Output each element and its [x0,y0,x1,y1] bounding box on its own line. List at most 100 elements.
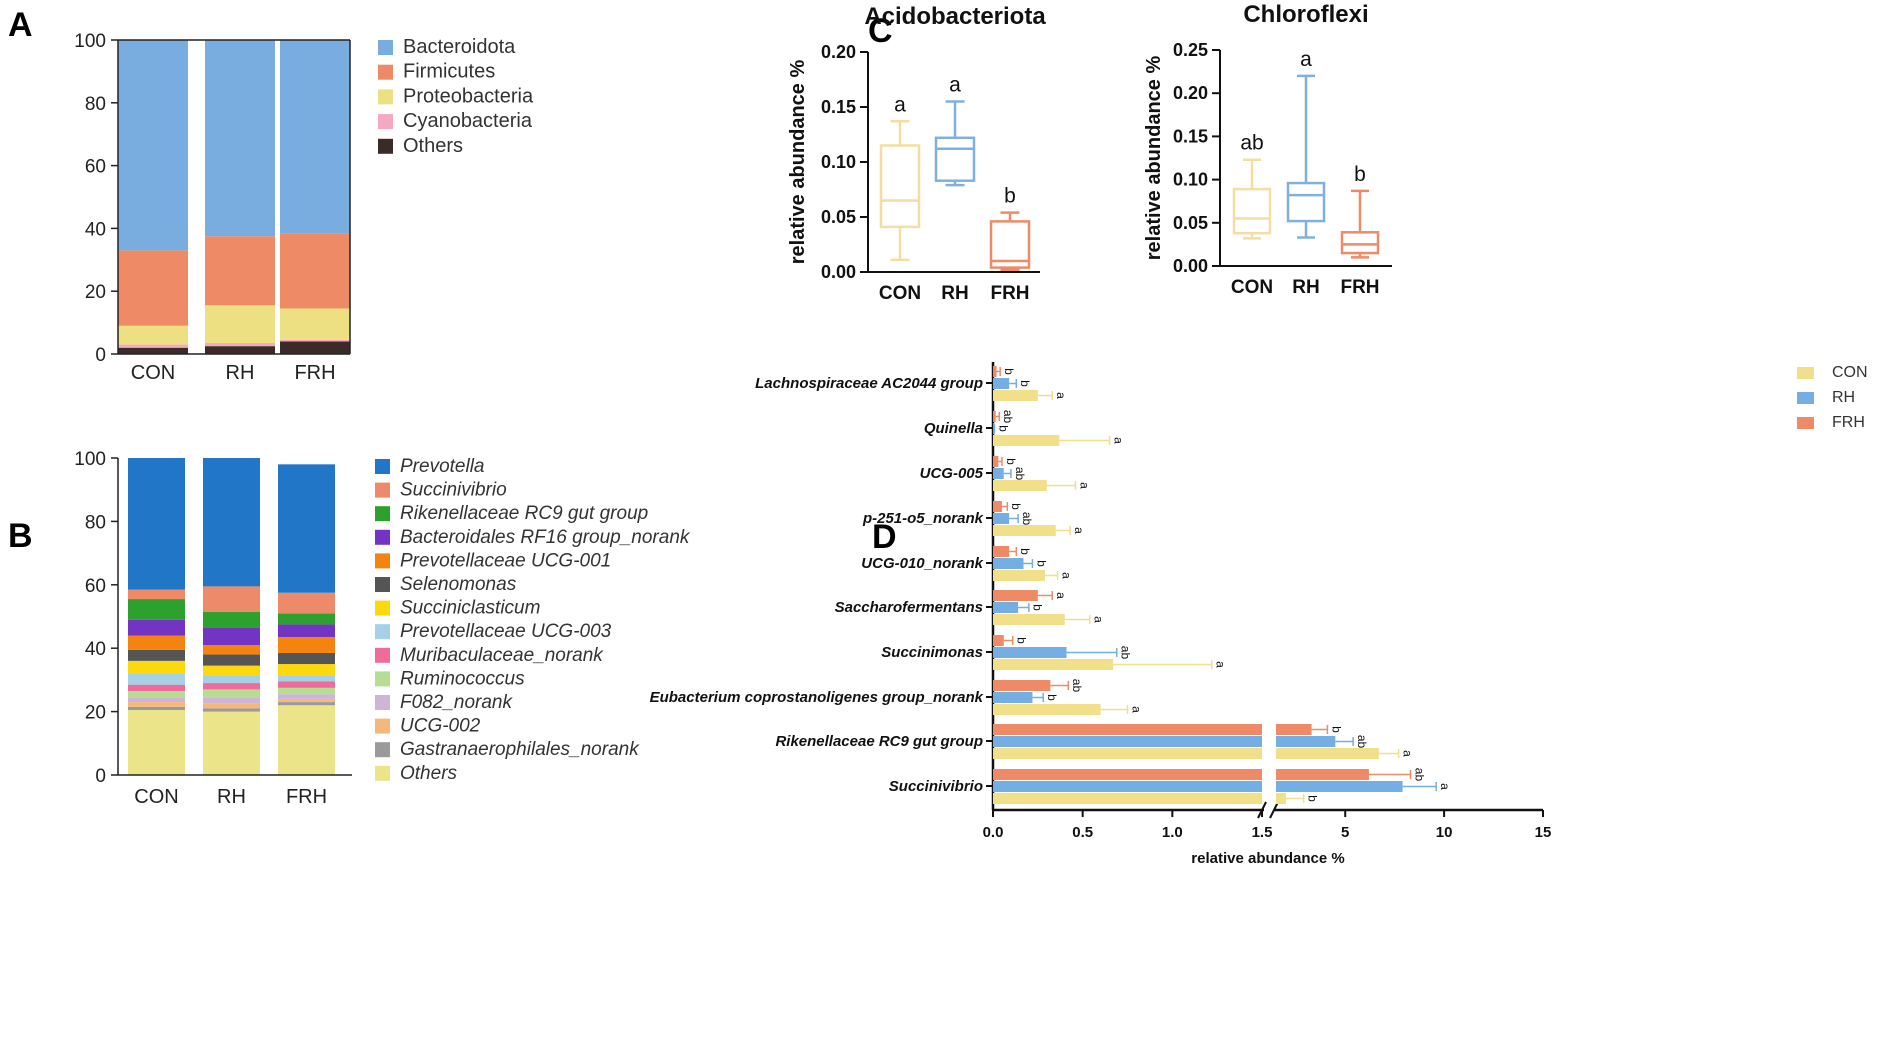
panel-c-acidobacteriota-boxplot: Acidobacteriota relative abundance % 0.00 0… [787,3,1046,304]
significance-letter-ucg-005-con: a [1077,482,1091,489]
bar-frh-muribaculaceae-norank [278,681,335,688]
significance-letter-rh: a [1300,48,1312,71]
legend-swatch-succiniclasticum [375,600,390,616]
x-axis-title: relative abundance % [1191,850,1344,867]
legend-label-prevotellaceae-ucg-001: Prevotellaceae UCG-001 [400,550,611,571]
panel-label-d: D [872,518,897,556]
legend-swatch-prevotellaceae-ucg-001 [375,553,390,569]
legend-label-firmicutes: Firmicutes [403,61,495,83]
y-tick-label-0-05: 0.05 [1173,213,1208,233]
bar-con-bacteroidota [118,40,188,251]
legend-swatch-succinivibrio [375,482,390,498]
panel-b-bars [128,458,335,775]
y-tick-label-0-20: 0.20 [1173,83,1208,103]
panel-label-c: C [868,12,893,50]
panel-b-x-labels: CON RH FRH [134,786,327,808]
significance-letter-p-251-o5-norank-frh: b [1009,503,1023,510]
y-tick-label-40: 40 [85,639,106,660]
legend-swatch-f082-norank [375,695,390,710]
genus-label-ucg-010-norank: UCG-010_norank [861,555,983,572]
legend-swatch-bacteroidota [378,40,393,55]
y-tick-label-0-00: 0.00 [821,262,856,282]
bar-left-segment-rikenellaceae-rc9-gut-group-con [993,748,1262,759]
significance-letter-eubacterium-coprostanoligenes-group-norank-rh: b [1045,694,1059,701]
bar-rh-others [203,711,260,775]
axis-break-mark-right [1269,801,1279,819]
significance-letter-con: ab [1240,132,1263,155]
y-tick-label-0-10: 0.10 [821,152,856,172]
y-tick-label-0-10: 0.10 [1173,170,1208,190]
legend-label-f082-norank: F082_norank [400,692,513,713]
legend-swatch-con [1797,367,1814,379]
genus-label-p-251-o5-norank: p-251-o5_norank [862,510,984,527]
y-tick-label-100: 100 [74,31,106,52]
bar-right-segment-succinivibrio-frh [1276,769,1369,780]
y-tick-label-0-20: 0.20 [821,42,856,62]
panel-b-genus-stacked-bar: 0 20 40 60 80 100 CON RH FRH Prevotella Succiniv… [74,449,691,808]
panel-c-chloroflexi-boxplot: Chloroflexi relative abundance % 0.00 0.05 0… [1143,1,1392,298]
bar-rh-prevotellaceae-ucg-003 [203,675,260,684]
x-label-con: CON [134,786,178,808]
bar-frh-ucg-002 [278,698,335,703]
bar-saccharofermentans-con [993,614,1065,625]
y-tick-label-100: 100 [74,449,106,470]
x-label-rh: RH [226,362,255,384]
legend-label-ruminococcus: Ruminococcus [400,668,525,689]
significance-letter-succinimonas-con: a [1214,661,1228,668]
significance-letter-con: a [894,93,906,116]
legend-label-muribaculaceae-norank: Muribaculaceae_norank [400,645,604,666]
bar-rh-gastranaerophilales-norank [203,708,260,712]
bar-lachnospiraceae-ac2044-group-con [993,390,1038,401]
significance-letter-frh: b [1004,185,1016,208]
significance-letter-rikenellaceae-rc9-gut-group-con: a [1400,750,1414,757]
box-frh [989,220,1031,269]
legend-label-succinivibrio: Succinivibrio [400,480,507,501]
significance-letter-lachnospiraceae-ac2044-group-rh: b [1018,380,1032,387]
bar-left-segment-rikenellaceae-rc9-gut-group-frh [993,724,1262,735]
panel-d-genus-horizontal-bar: 0.0 0.5 1.0 1.5 5 10 15 relative abundance % Lac… [650,362,1868,867]
legend-label-con: CON [1832,364,1868,381]
legend-swatch-ruminococcus [375,671,390,687]
bar-succinimonas-rh [993,647,1067,658]
genus-label-quinella: Quinella [924,420,983,437]
y-tick-label-0-15: 0.15 [1173,126,1208,146]
y-tick-label-20: 20 [85,703,106,724]
significance-letter-rh: a [949,74,961,97]
y-tick-label-0-00: 0.00 [1173,256,1208,276]
y-tick-label-0: 0 [95,766,106,787]
bar-left-segment-succinivibrio-rh [993,781,1262,792]
x-label-rh: RH [217,786,246,808]
bar-frh-others [278,705,335,775]
legend-swatch-rh [1797,392,1814,404]
bar-eubacterium-coprostanoligenes-group-norank-frh [993,680,1051,691]
legend-swatch-bacteroidales-rf16-group-norank [375,529,390,545]
bar-lachnospiraceae-ac2044-group-frh [993,366,997,377]
legend-label-others: Others [403,135,463,157]
panel-a-x-labels: CON RH FRH [131,362,336,384]
bar-rh-firmicutes [205,236,275,306]
y-tick-label-0-25: 0.25 [1173,40,1208,60]
bar-frh-prevotellaceae-ucg-003 [278,675,335,682]
legend-label-cyanobacteria: Cyanobacteria [403,110,533,132]
bar-rh-ruminococcus [203,689,260,698]
bar-right-segment-rikenellaceae-rc9-gut-group-rh [1276,736,1336,747]
significance-letter-ucg-005-rh: ab [1013,467,1027,481]
significance-letter-succinimonas-frh: b [1015,637,1029,644]
legend-swatch-rikenellaceae-rc9-gut-group [375,506,390,522]
x-tick-label-5: 5 [1341,824,1349,841]
bar-saccharofermentans-rh [993,602,1019,613]
bar-right-segment-succinivibrio-rh [1276,781,1403,792]
panel-a-bars [118,40,350,354]
significance-letter-quinella-frh: ab [1001,410,1015,424]
significance-letter-saccharofermentans-rh: b [1031,604,1045,611]
plot-title: Acidobacteriota [864,3,1046,30]
bar-con-succinivibrio [128,589,185,600]
significance-letter-succinivibrio-frh: ab [1412,768,1426,782]
bar-rh-rikenellaceae-rc9-gut-group [203,611,260,628]
significance-letter-ucg-010-norank-frh: b [1018,548,1032,555]
x-label-frh: FRH [990,283,1029,304]
bar-rh-ucg-002 [203,703,260,709]
bar-saccharofermentans-frh [993,590,1038,601]
